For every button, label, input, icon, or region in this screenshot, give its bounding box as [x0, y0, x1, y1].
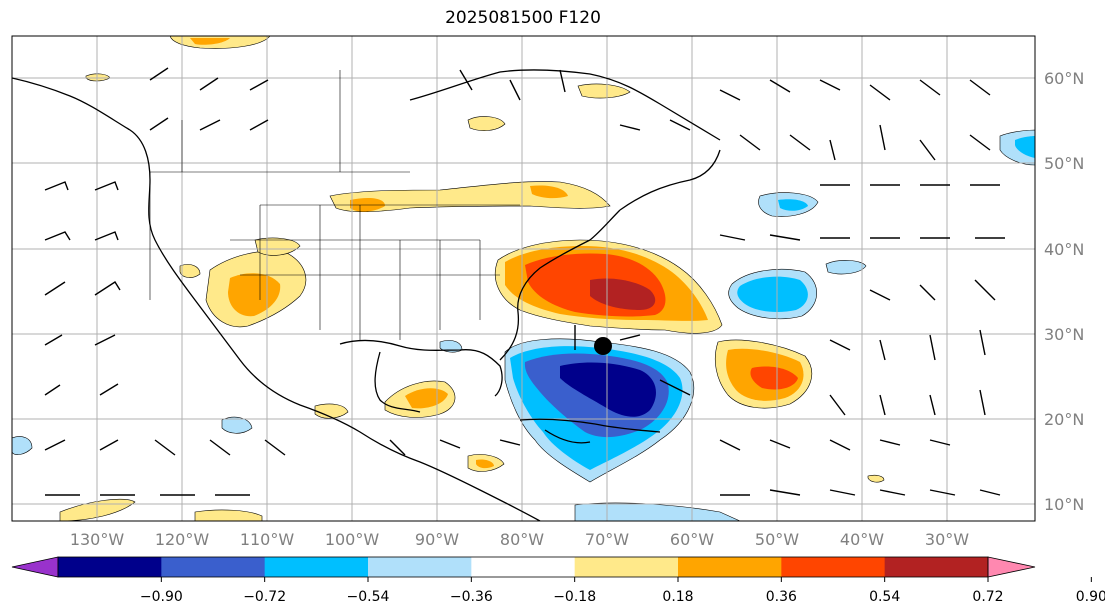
wind-barbs — [44, 67, 1005, 496]
colorbar-segment — [678, 557, 782, 577]
colorbar-segment — [781, 557, 886, 577]
state-borders — [149, 70, 520, 340]
colorbar-tick-label: 0.90 — [1076, 589, 1105, 605]
lon-label-130: 130°W — [70, 530, 125, 549]
lon-label-110: 110°W — [240, 530, 295, 549]
colorbar-segment — [368, 557, 472, 577]
colorbar-segment — [161, 557, 266, 577]
lon-label-60: 60°W — [670, 530, 714, 549]
colorbar-tick-label: −0.90 — [140, 589, 183, 605]
map-plot-area — [12, 36, 1035, 521]
lat-label-10: 10°N — [1044, 495, 1084, 514]
map-title: 2025081500 F120 — [445, 8, 601, 28]
colorbar-extend-low — [11, 556, 59, 578]
lon-label-40: 40°W — [840, 530, 884, 549]
latitude-labels: 60°N 50°N 40°N 30°N 20°N 10°N — [1044, 69, 1084, 514]
colorbar-tick-label: 0.18 — [662, 589, 693, 605]
map-frame — [11, 35, 1036, 522]
lat-label-60: 60°N — [1044, 69, 1084, 88]
colorbar-tick-label: 0.54 — [869, 589, 900, 605]
colorbar-tick-label: −0.72 — [243, 589, 286, 605]
lon-label-70: 70°W — [585, 530, 629, 549]
lat-label-50: 50°N — [1044, 154, 1084, 173]
storm-center-dot — [594, 337, 612, 355]
lat-label-40: 40°N — [1044, 240, 1084, 259]
graticule — [12, 36, 1035, 521]
colorbar-tick-label: 0.72 — [972, 589, 1003, 605]
colorbar-tick-label: −0.36 — [450, 589, 493, 605]
colorbar-tick-label: 0.36 — [766, 589, 797, 605]
lon-label-90: 90°W — [415, 530, 459, 549]
colorbar-segment — [471, 557, 576, 577]
colorbar-segment — [574, 557, 679, 577]
lon-label-50: 50°W — [755, 530, 799, 549]
colorbar-segment — [58, 557, 162, 577]
colorbar-tick-label: −0.18 — [553, 589, 596, 605]
colorbar-tick-label: −0.54 — [347, 589, 390, 605]
lon-label-100: 100°W — [325, 530, 380, 549]
anomaly-fields — [12, 36, 1035, 521]
lon-label-80: 80°W — [500, 530, 544, 549]
lon-label-120: 120°W — [155, 530, 210, 549]
lon-label-30: 30°W — [925, 530, 969, 549]
colorbar-segment — [264, 557, 369, 577]
longitude-labels: 130°W 120°W 110°W 100°W 90°W 80°W 70°W 6… — [70, 530, 969, 549]
coastlines — [12, 69, 721, 521]
colorbar-segment — [884, 557, 989, 577]
lat-label-30: 30°N — [1044, 325, 1084, 344]
lat-label-20: 20°N — [1044, 410, 1084, 429]
colorbar: −0.90 −0.72 −0.54 −0.36 −0.18 0.18 0.36 0.54 0.7… — [11, 556, 1105, 605]
colorbar-extend-high — [987, 556, 1036, 578]
